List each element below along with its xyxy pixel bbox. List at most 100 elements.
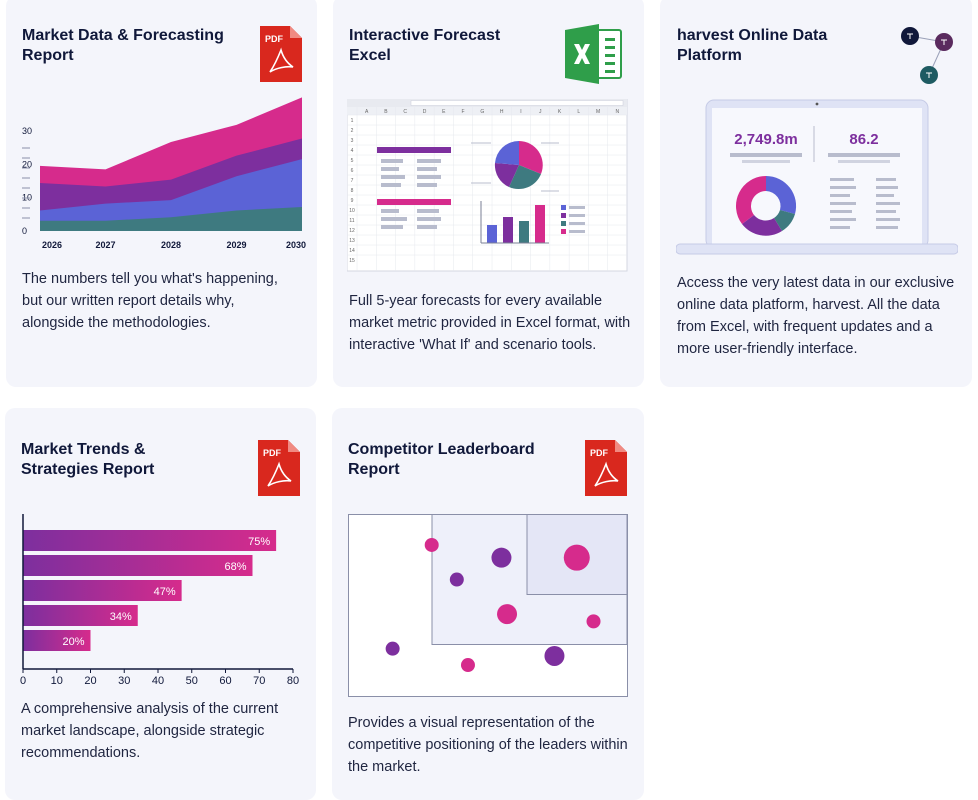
card-market-data-report[interactable]: Market Data & Forecasting Report PDF 0 10…	[6, 0, 317, 387]
title-line: Interactive Forecast	[349, 27, 501, 44]
card-description: A comprehensive analysis of the current …	[21, 701, 279, 761]
mini-bar	[535, 205, 545, 243]
row-header: 10	[349, 208, 355, 214]
table-cell	[417, 175, 441, 179]
table-cell	[417, 217, 441, 221]
x-tick-label: 2029	[226, 240, 246, 250]
y-tick-label: 30	[22, 126, 32, 136]
network-icon	[896, 22, 958, 91]
mini-bar	[519, 221, 529, 243]
title-line: Report	[348, 461, 400, 478]
card-forecast-excel[interactable]: Interactive Forecast Excel A B C D E F G H I J K L M…	[333, 0, 644, 387]
title-line: Market Data & Forecasting	[22, 27, 224, 44]
title-line: Competitor Leaderboard	[348, 441, 535, 458]
scatter-point	[460, 658, 475, 673]
x-tick-label: 70	[253, 675, 265, 687]
table-cell	[417, 167, 437, 171]
row-header: 11	[349, 218, 354, 224]
scatter-point	[544, 645, 565, 666]
scatter-point	[449, 572, 464, 587]
legend-swatch	[561, 205, 566, 210]
pdf-label: PDF	[590, 448, 609, 458]
bar	[23, 605, 138, 626]
legend-text	[569, 222, 585, 225]
column-header: F	[462, 109, 465, 115]
bar-value-label: 47%	[154, 586, 176, 598]
title-line: Excel	[349, 47, 391, 64]
x-tick-label: 10	[51, 675, 63, 687]
area-series	[40, 207, 302, 231]
card-competitor-leaderboard[interactable]: Competitor Leaderboard Report PDF Provid…	[332, 408, 644, 800]
row-header: 3	[351, 138, 354, 144]
card-title: Market Data & Forecasting Report	[22, 26, 252, 66]
bar-value-label: 34%	[110, 611, 132, 623]
formula-input	[410, 100, 624, 106]
pdf-icon: PDF	[258, 440, 300, 501]
column-header: A	[365, 109, 369, 115]
pdf-icon: PDF	[260, 26, 302, 87]
column-header: H	[500, 109, 504, 115]
table-cell	[381, 209, 399, 213]
horizontal-bar-chart: 75% 68% 47% 34% 20% 0 10 20 30 40 50 60 70 80	[20, 514, 299, 687]
scatter-point	[491, 547, 512, 568]
kpi-value-1: 2,749.8m	[734, 131, 797, 148]
row-header: 13	[349, 238, 355, 244]
pdf-icon: PDF	[585, 440, 627, 501]
row-header: 1	[351, 118, 354, 124]
bar	[23, 555, 253, 576]
pdf-label: PDF	[265, 34, 284, 44]
row-header: 2	[351, 128, 354, 134]
card-title: Market Trends & Strategies Report	[21, 440, 221, 480]
x-tick-label: 2027	[95, 240, 115, 250]
column-header: K	[558, 109, 562, 115]
x-tick-label: 0	[20, 675, 26, 687]
legend-text	[569, 214, 585, 217]
row-header: 9	[351, 198, 354, 204]
card-title: Competitor Leaderboard Report	[348, 440, 568, 480]
y-tick-label: 20	[22, 159, 32, 169]
x-tick-label: 2026	[42, 240, 62, 250]
column-header: M	[596, 109, 600, 115]
title-line: Market Trends &	[21, 441, 146, 458]
mini-pie	[494, 140, 543, 190]
table-cell	[381, 183, 401, 187]
column-header-row	[347, 107, 627, 115]
column-header: B	[384, 109, 388, 115]
excel-icon	[565, 24, 623, 89]
card-harvest-platform[interactable]: harvest Online Data Platform 2,749.8m 86…	[660, 0, 972, 387]
kpi-value-2: 86.2	[849, 131, 878, 148]
scatter-point	[586, 614, 601, 629]
table-header	[377, 199, 451, 205]
row-header: 6	[351, 168, 354, 174]
row-header: 15	[349, 258, 355, 264]
column-header: D	[423, 109, 427, 115]
pie-slice	[519, 141, 543, 174]
bar-value-label: 20%	[62, 636, 84, 648]
row-header: 4	[351, 148, 354, 154]
column-header: J	[539, 109, 542, 115]
table-cell	[381, 225, 403, 229]
legend-text	[569, 230, 585, 233]
card-description: Access the very latest data in our exclu…	[677, 275, 955, 357]
bar	[23, 630, 91, 651]
scatter-point	[424, 537, 439, 552]
card-title: harvest Online Data Platform	[677, 26, 887, 66]
table-cell	[417, 183, 437, 187]
x-tick-label: 80	[287, 675, 299, 687]
bar	[23, 530, 277, 551]
card-market-trends-report[interactable]: Market Trends & Strategies Report PDF 75…	[5, 408, 316, 800]
title-line: harvest Online Data	[677, 27, 828, 44]
column-header: G	[480, 109, 484, 115]
row-header: 5	[351, 158, 354, 164]
scatter-point	[497, 604, 518, 625]
column-header: L	[577, 109, 580, 115]
x-tick-label: 20	[84, 675, 96, 687]
pdf-label: PDF	[263, 448, 282, 458]
title-line: Strategies Report	[21, 461, 155, 478]
table-cell	[417, 225, 437, 229]
table-cell	[417, 209, 439, 213]
mini-bar	[487, 225, 497, 243]
card-description: The numbers tell you what's happening, b…	[22, 271, 278, 331]
x-tick-label: 40	[152, 675, 164, 687]
pie-slice	[509, 165, 541, 190]
